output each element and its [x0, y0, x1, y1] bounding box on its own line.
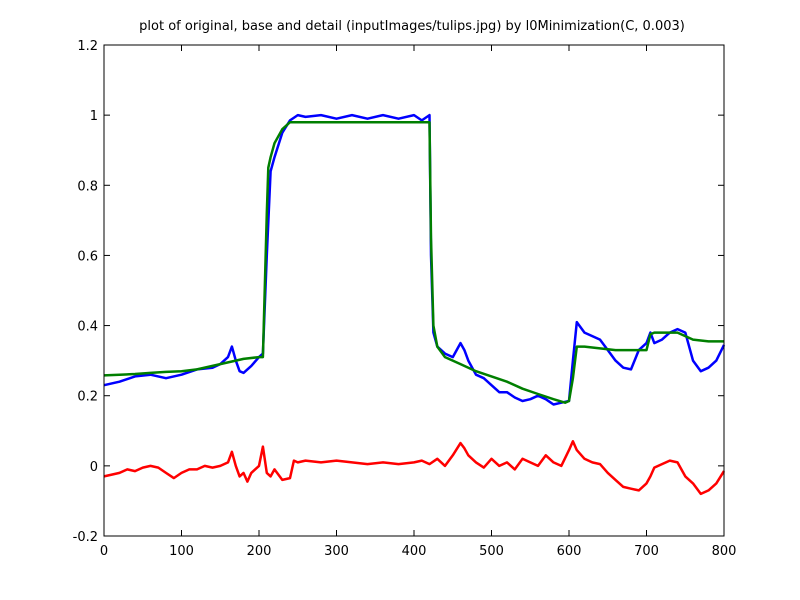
x-tick-label: 700	[634, 544, 659, 559]
y-tick-label: 0.6	[77, 249, 98, 264]
x-tick-label: 800	[712, 544, 737, 559]
series-line-0	[103, 113, 726, 406]
chart-title: plot of original, base and detail (input…	[139, 19, 685, 34]
series-layer	[103, 113, 726, 496]
x-tick-label: 600	[557, 544, 582, 559]
ticks-layer: 0 100 200 300 400 500 600 700 800-0.200.20.40.60…	[73, 39, 737, 559]
x-tick-label: 200	[247, 544, 272, 559]
y-tick-label: 0.8	[77, 179, 98, 194]
y-tick-label: 0.4	[77, 320, 98, 335]
y-tick-label: 0	[90, 460, 98, 475]
x-tick-label: 100	[169, 544, 194, 559]
x-tick-label: 300	[324, 544, 349, 559]
x-tick-label: 0	[100, 544, 108, 559]
x-tick-label: 400	[402, 544, 427, 559]
x-tick-label: 500	[479, 544, 504, 559]
series-line-2	[103, 440, 726, 496]
series-line-1	[103, 120, 724, 404]
y-tick-label: -0.2	[73, 530, 98, 545]
y-tick-label: 1	[90, 109, 98, 124]
y-tick-label: 1.2	[77, 39, 98, 54]
y-tick-label: 0.2	[77, 390, 98, 405]
